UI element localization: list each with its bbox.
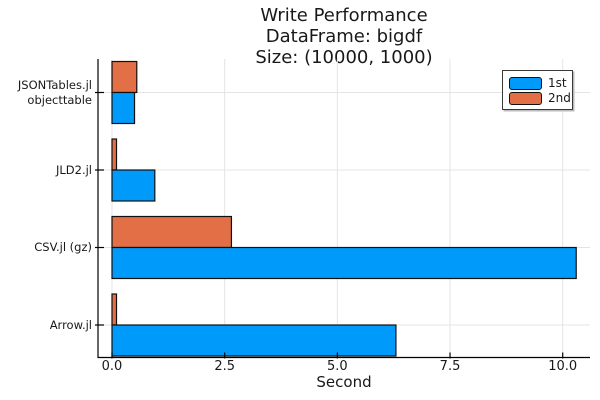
y-tick-label-line: CSV.jl (gz) (34, 240, 92, 254)
x-tick-label-0.0: 0.0 (101, 359, 123, 374)
y-tick-label-line: objecttable (27, 92, 92, 107)
bar-1st-3 (111, 324, 397, 357)
chart-title: Write Performance (260, 5, 428, 26)
bar-2nd-2 (111, 215, 233, 249)
y-tick-label-line: JLD2.jl (55, 162, 92, 177)
legend-swatch-2nd (509, 92, 542, 105)
bar-1st-0 (111, 91, 136, 125)
legend-label-1st: 1st (548, 76, 567, 90)
y-tick-label-0: JSONTables.jl objecttable (0, 78, 92, 108)
legend-swatch-1st (509, 77, 542, 90)
bar-2nd-3 (111, 293, 118, 326)
y-tick-label-1: JLD2.jl (0, 163, 92, 178)
y-tick-label-2: CSV.jl (gz) (0, 240, 92, 255)
y-tick-label-line: JSONTables.jl (17, 77, 92, 92)
bar-2nd-1 (111, 138, 118, 171)
chart-title-block: Write Performance DataFrame: bigdf Size:… (98, 5, 590, 68)
chart-subtitle-size: Size: (10000, 1000) (255, 47, 433, 68)
bar-1st-2 (111, 246, 577, 280)
y-tick-label-3: Arrow.jl (0, 318, 92, 333)
x-tick-label-7.5: 7.5 (439, 359, 461, 374)
y-tick-label-line: Arrow.jl (49, 317, 92, 332)
x-tick-label-10.0: 10.0 (548, 359, 578, 374)
legend: 1st 2nd (502, 70, 573, 110)
x-axis-title: Second (316, 373, 372, 391)
x-tick-label-2.5: 2.5 (214, 359, 236, 374)
bar-2nd-0 (111, 60, 138, 94)
chart-subtitle-dataframe: DataFrame: bigdf (265, 26, 423, 47)
legend-item-1st: 1st (509, 77, 568, 90)
bar-1st-1 (111, 169, 156, 202)
legend-item-2nd: 2nd (509, 91, 571, 105)
x-tick-label-5.0: 5.0 (327, 359, 348, 374)
legend-label-2nd: 2nd (548, 91, 571, 105)
